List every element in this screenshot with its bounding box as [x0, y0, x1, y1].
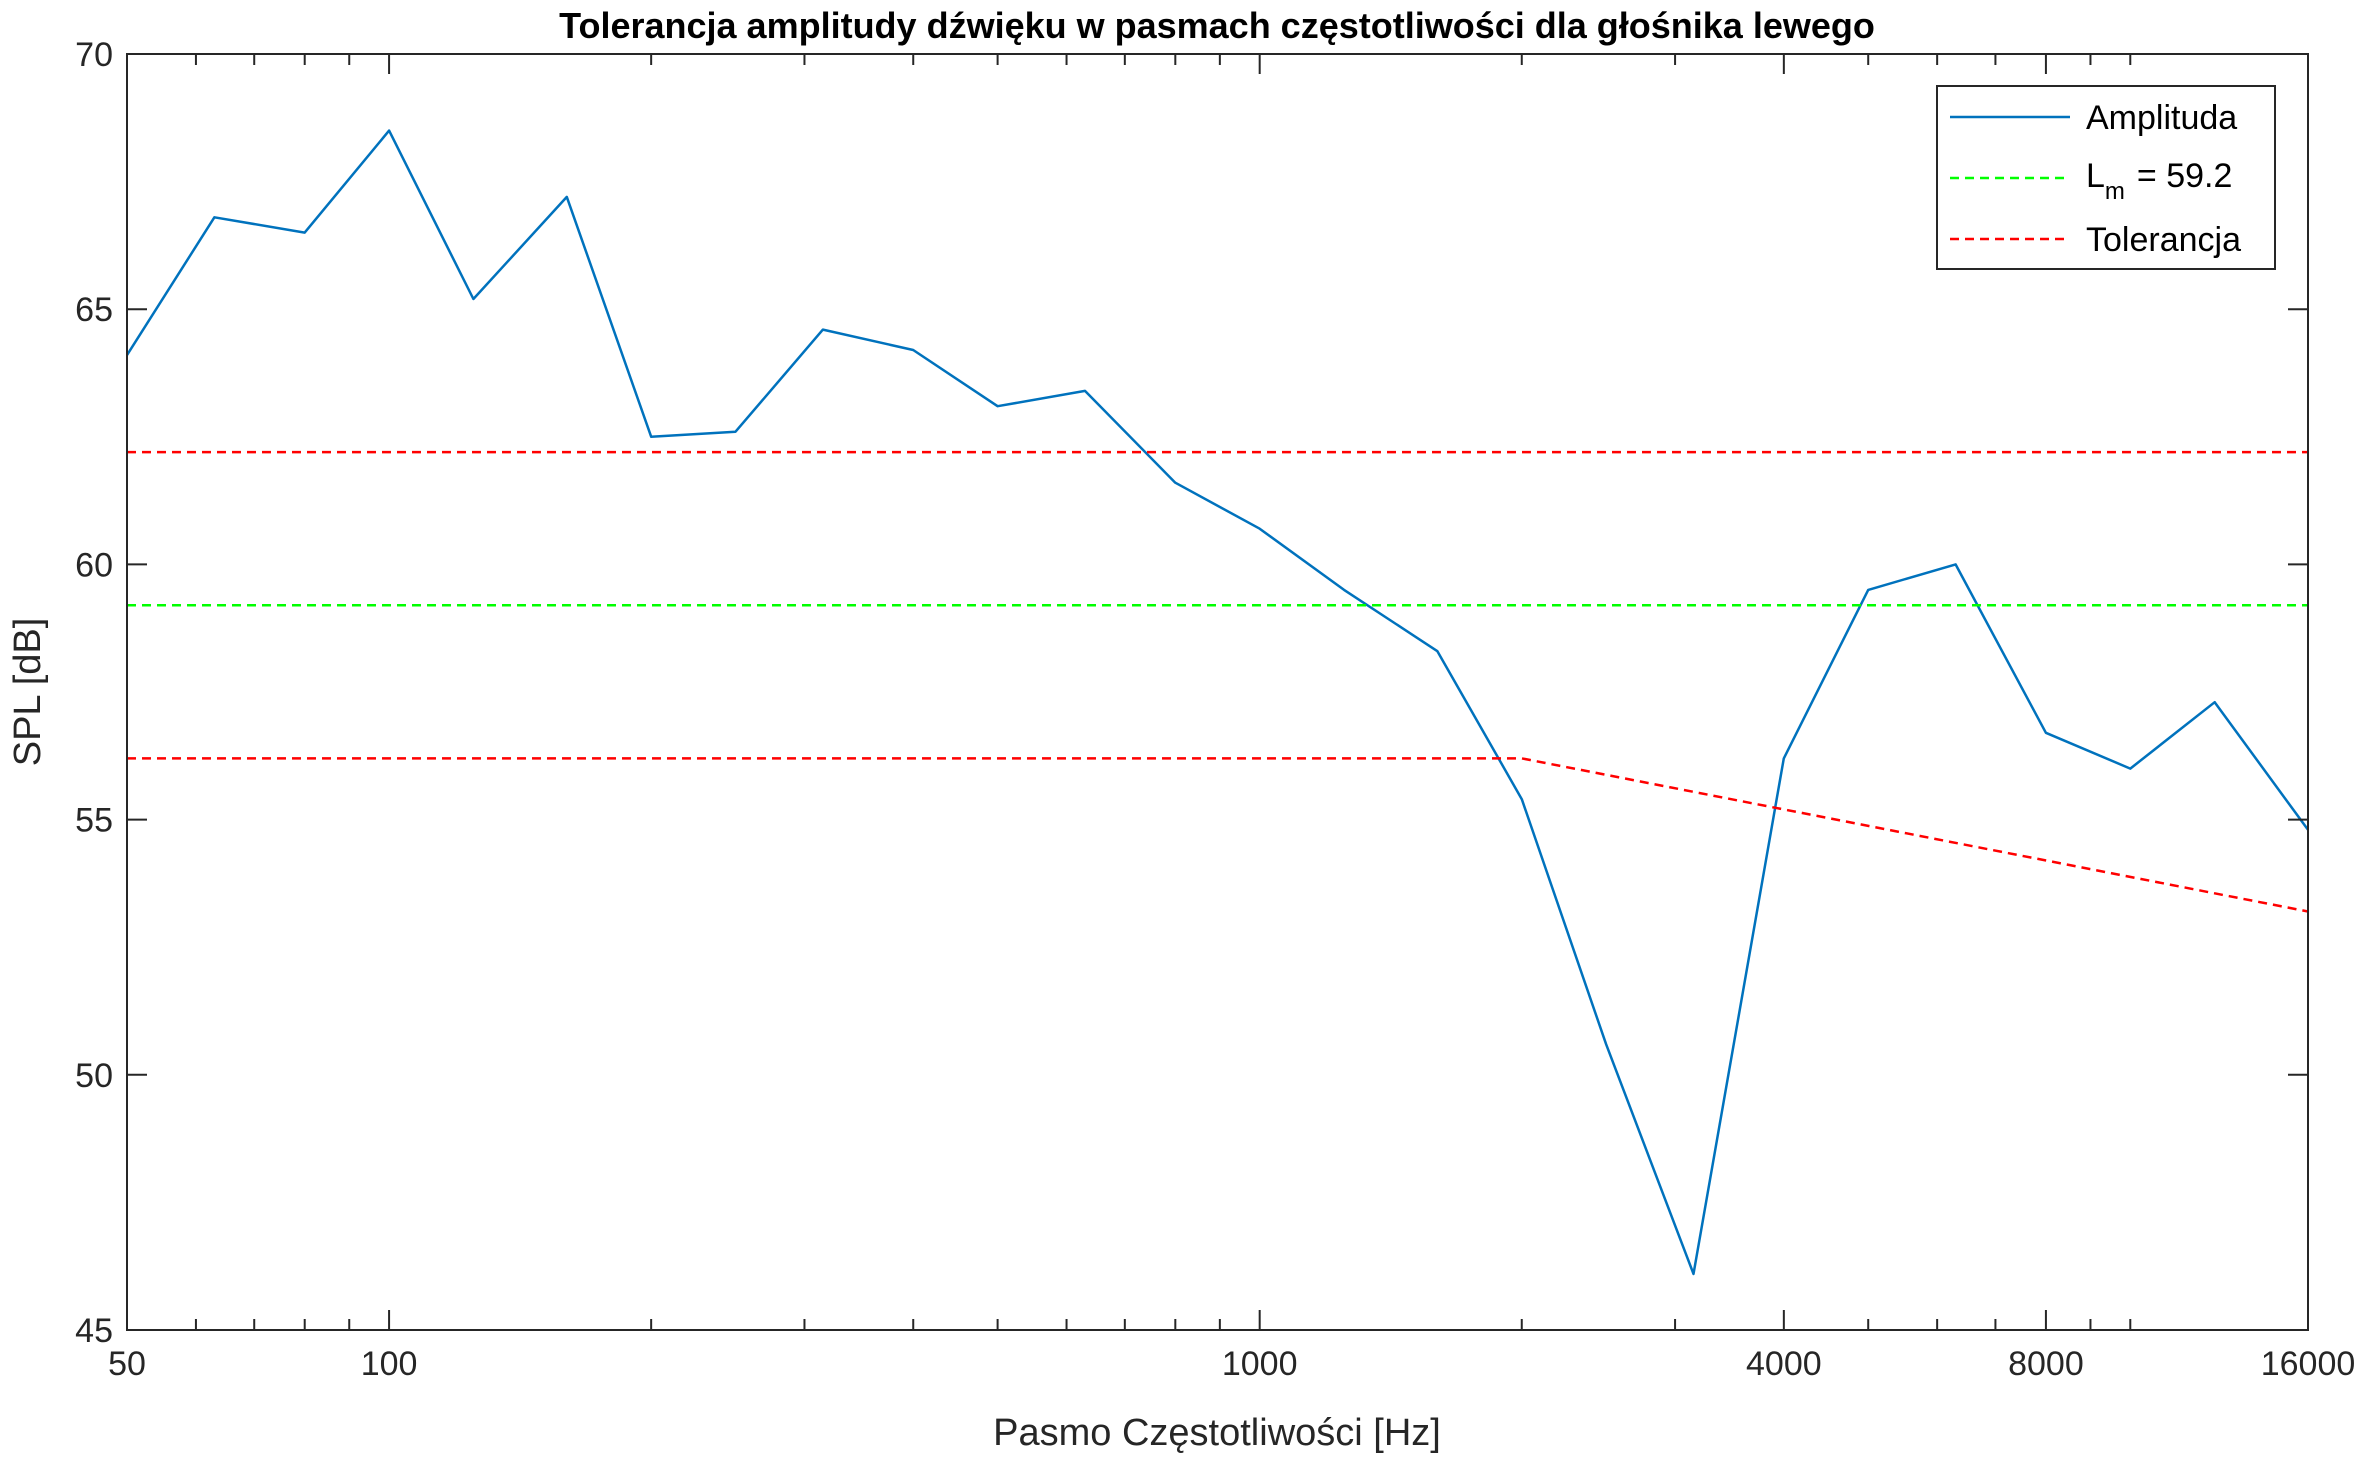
plot-frame [126, 53, 2309, 1331]
y-axis-label: SPL [dB] [7, 618, 49, 767]
legend-tolerancja-label: Tolerancja [2086, 221, 2241, 259]
x-tick-label: 100 [361, 1345, 418, 1383]
y-tick-label: 70 [75, 36, 113, 74]
series-layer [125, 129, 2310, 1276]
y-tick-label: 50 [75, 1057, 113, 1095]
x-tick-label: 1000 [1222, 1345, 1298, 1383]
legend-lm-subscript: m [2105, 178, 2125, 205]
legend-lm-label: Lm = 59.2 [2086, 157, 2232, 205]
tick-layer [126, 53, 2309, 1331]
y-tick-label: 60 [75, 546, 113, 584]
x-axis-label: Pasmo Częstotliwości [Hz] [993, 1412, 1441, 1454]
legend-lm-main: L [2086, 157, 2105, 195]
chart-title: Tolerancja amplitudy dźwięku w pasmach c… [559, 5, 1875, 46]
x-tick-label: 4000 [1746, 1345, 1822, 1383]
y-tick-label: 65 [75, 291, 113, 329]
x-tick-label: 16000 [2261, 1345, 2356, 1383]
legend-amplituda-label: Amplituda [2086, 99, 2237, 137]
series-line-3 [127, 757, 2309, 913]
y-tick-label: 55 [75, 802, 113, 840]
legend-lm-value: = 59.2 [2137, 157, 2232, 195]
series-line-0 [125, 129, 2310, 1276]
y-tick-label: 45 [75, 1312, 113, 1350]
x-tick-label: 8000 [2008, 1345, 2084, 1383]
legend: Amplituda Lm = 59.2 Tolerancja [1936, 85, 2276, 270]
x-tick-label: 50 [108, 1345, 146, 1383]
